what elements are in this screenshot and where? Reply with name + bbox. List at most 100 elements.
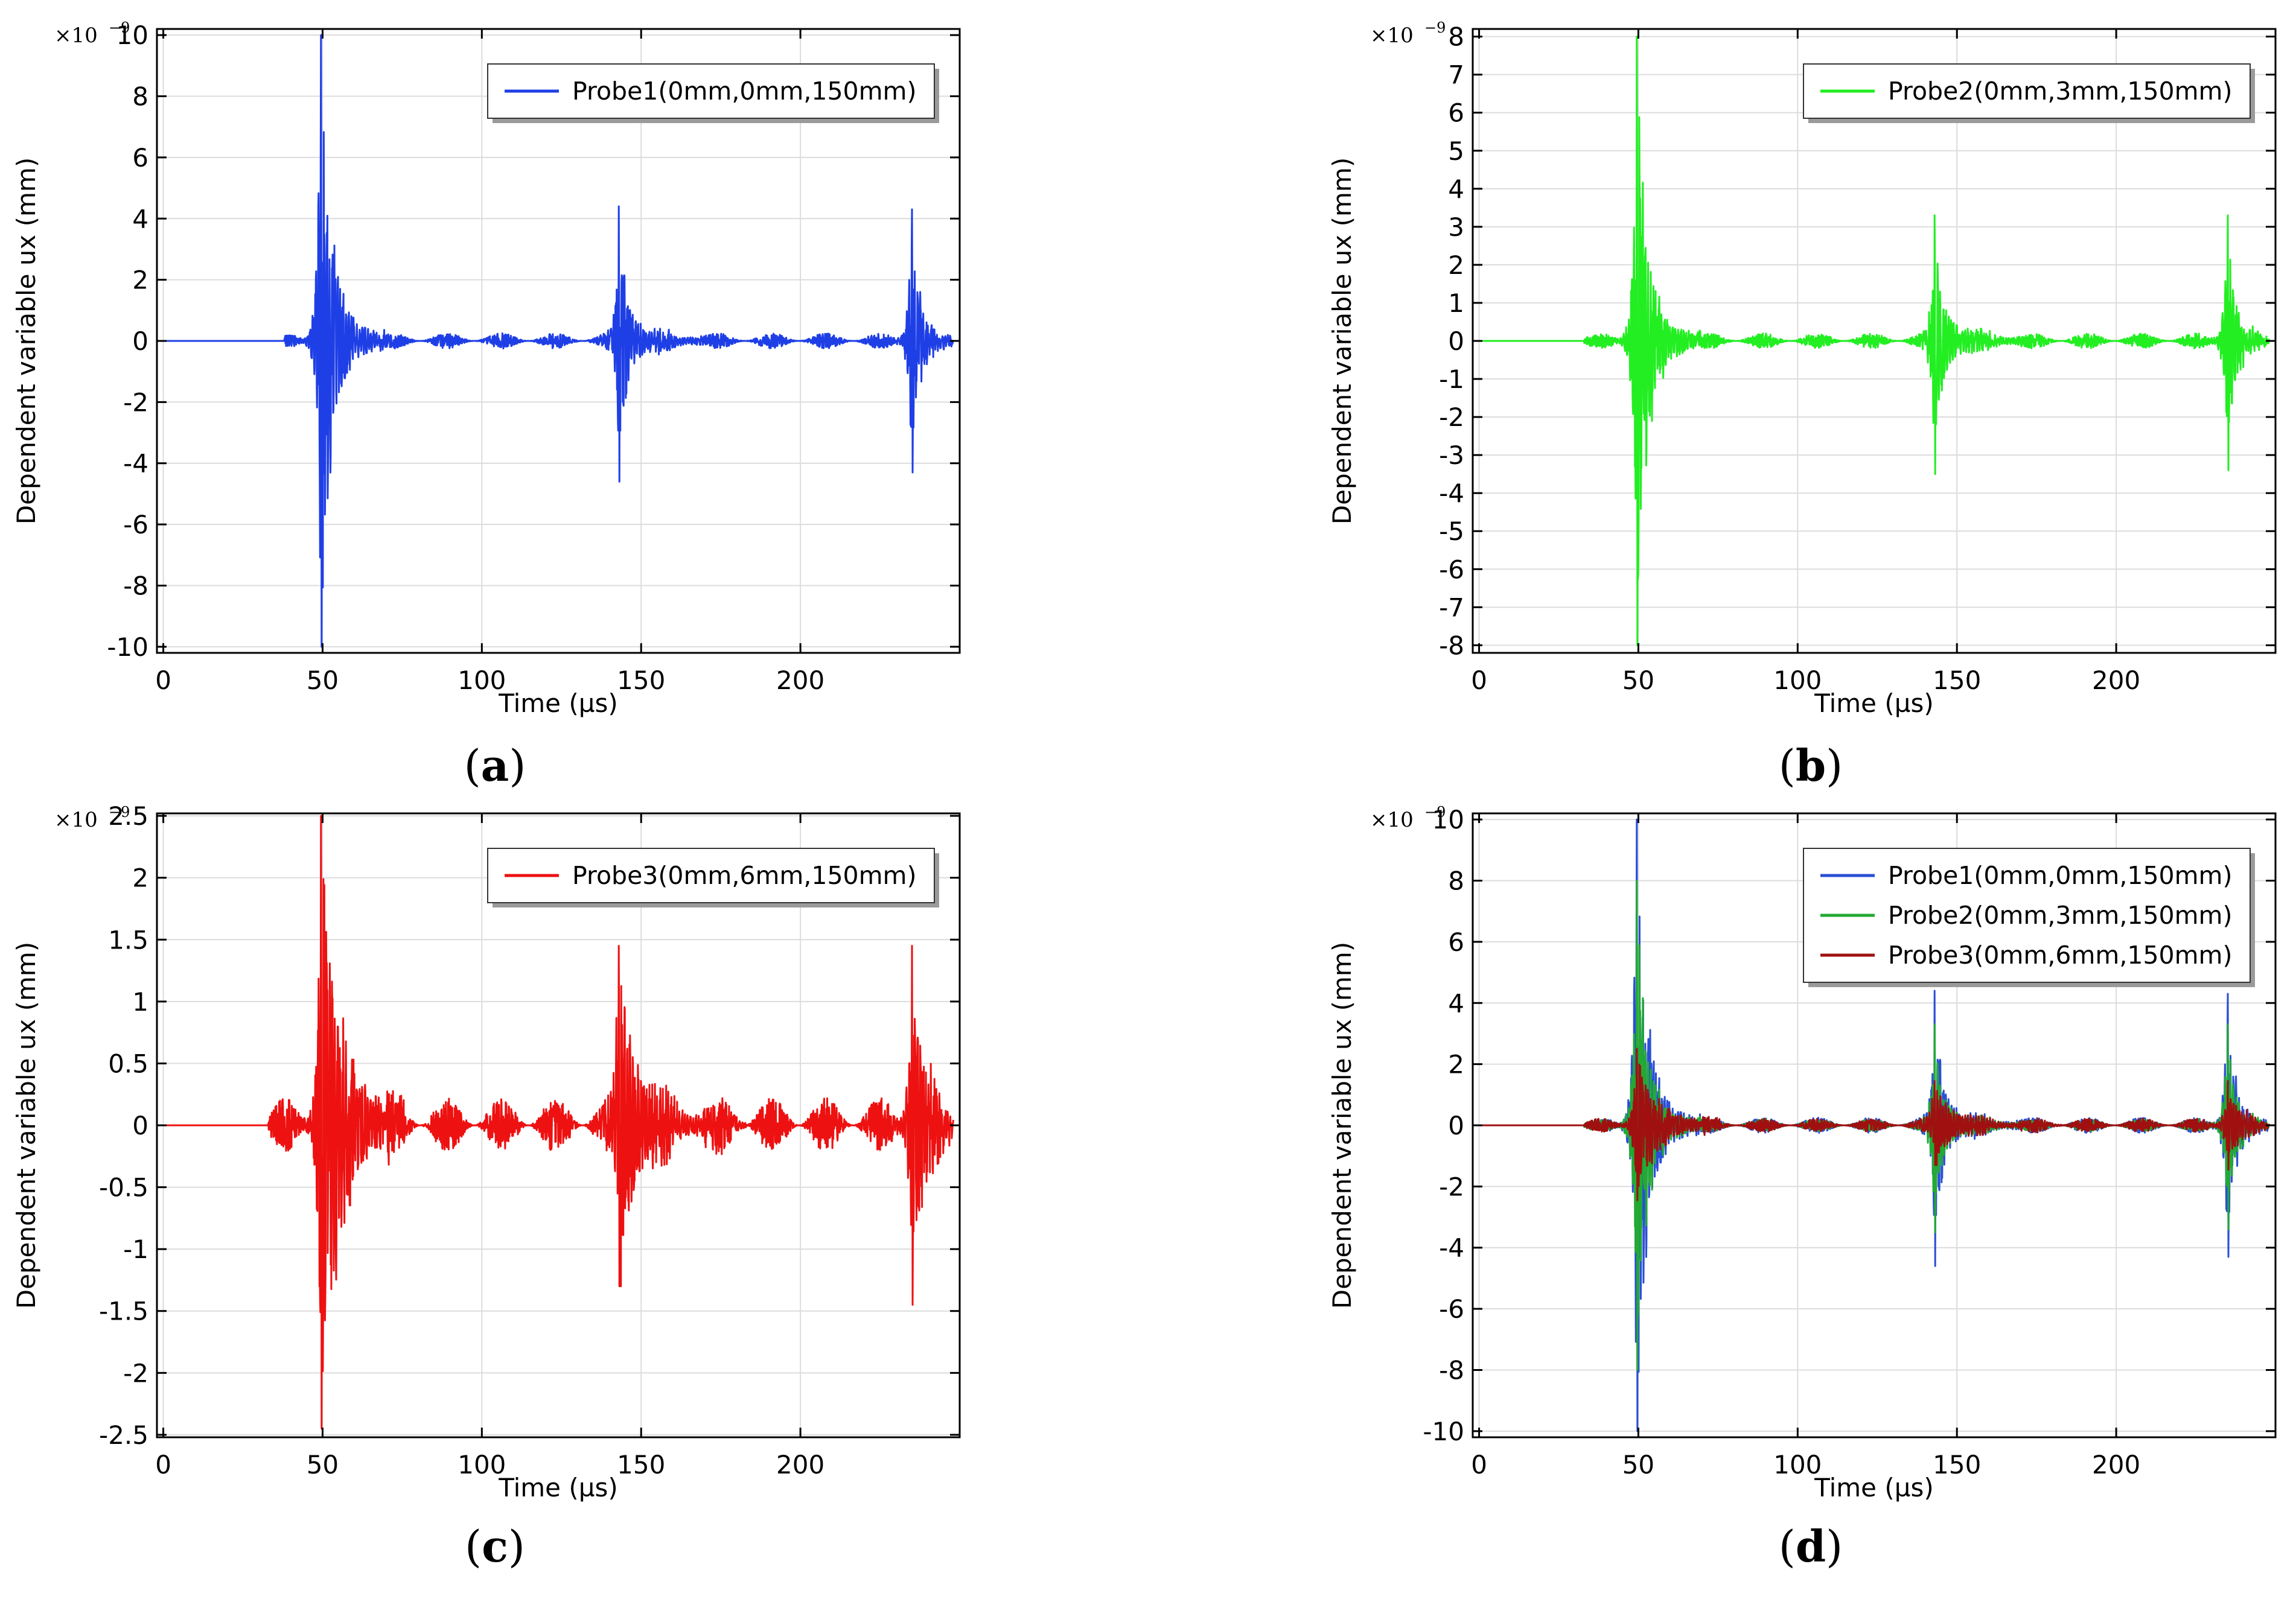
chart-c-x-ticks: 0 50 100 150 200 xyxy=(155,813,824,1480)
caption-c: (c) xyxy=(464,1521,526,1572)
chart-c-ytick-label-1: -2 xyxy=(123,1358,148,1388)
chart-d-y-axis-label: Dependent variable ux (mm) xyxy=(1327,942,1357,1309)
chart-c-y-ticks: -2.5 -2 -1.5 -1 -0.5 0 0.5 1 1.5 2 2.5 xyxy=(99,801,960,1450)
chart-panel-c: 0 50 100 150 200 -2.5 -2 -1.5 -1 -0.5 0 0.5 1 1.5 2 2.5… xyxy=(0,784,1147,1569)
chart-c-y-multiplier-exp: −9 xyxy=(109,804,130,821)
chart-c-svg: 0 50 100 150 200 -2.5 -2 -1.5 -1 -0.5 0 0.5 1 1.5 2 2.5… xyxy=(11,801,961,1502)
chart-d-xtick-label-2: 100 xyxy=(1773,1450,1822,1480)
chart-d-ytick-label-4: -2 xyxy=(1439,1172,1464,1201)
chart-c-ytick-label-8: 1.5 xyxy=(108,925,148,955)
chart-b-xtick-label-2: 100 xyxy=(1773,666,1822,695)
chart-c-ytick-label-0: -2.5 xyxy=(99,1420,148,1450)
chart-d-ytick-label-0: -10 xyxy=(1423,1417,1464,1446)
chart-d-ytick-label-7: 4 xyxy=(1448,988,1464,1018)
chart-b-xtick-label-0: 0 xyxy=(1471,666,1487,695)
chart-c-ytick-label-3: -1 xyxy=(123,1235,148,1264)
chart-d-ytick-label-5: 0 xyxy=(1448,1111,1464,1140)
caption-d-letter: d xyxy=(1795,1521,1826,1572)
chart-b-xtick-label-4: 200 xyxy=(2092,666,2140,695)
chart-c-ytick-label-2: -1.5 xyxy=(99,1297,148,1326)
chart-d-legend-label-1: Probe1(0mm,0mm,150mm) xyxy=(1888,861,2233,890)
chart-a-xtick-label-2: 100 xyxy=(458,666,506,695)
chart-a-ytick-label-3: -4 xyxy=(123,449,148,478)
chart-a-x-axis-label: Time (µs) xyxy=(498,688,618,718)
caption-b-letter: b xyxy=(1795,740,1826,791)
chart-b-ytick-label-9: 1 xyxy=(1448,288,1464,318)
chart-a-ytick-label-2: -6 xyxy=(123,510,148,539)
chart-a-xtick-label-1: 50 xyxy=(307,666,339,695)
chart-c-xtick-label-1: 50 xyxy=(307,1450,339,1480)
chart-d-ytick-label-1: -8 xyxy=(1439,1355,1464,1385)
chart-c-xtick-label-0: 0 xyxy=(155,1450,171,1480)
chart-b-y-multiplier: ×10 xyxy=(1370,24,1414,48)
chart-panel-a: 0 50 100 150 200 -10 -8 -6 -4 -2 0 2 4 6 8 10 ×10 −9 Time … xyxy=(0,0,1147,784)
caption-a-letter: a xyxy=(480,740,509,791)
chart-d-legend-label-2: Probe2(0mm,3mm,150mm) xyxy=(1888,901,2233,930)
chart-d-y-multiplier-exp: −9 xyxy=(1424,804,1446,821)
chart-a-xtick-label-3: 150 xyxy=(617,666,665,695)
chart-b-xtick-label-3: 150 xyxy=(1933,666,1981,695)
chart-c-y-multiplier: ×10 xyxy=(54,808,98,832)
chart-a-ytick-label-5: 0 xyxy=(132,326,148,356)
chart-d-ytick-label-2: -6 xyxy=(1439,1294,1464,1324)
chart-d-series-line-3 xyxy=(1478,1047,2270,1201)
chart-d-y-ticks: -10 -8 -6 -4 -2 0 2 4 6 8 10 xyxy=(1423,805,2275,1446)
chart-b-series-line-1 xyxy=(1478,36,2270,646)
chart-c-ytick-label-6: 0.5 xyxy=(108,1049,148,1078)
chart-b-ytick-label-3: -5 xyxy=(1439,517,1464,546)
chart-b-y-multiplier-exp: −9 xyxy=(1424,19,1446,36)
chart-d-ytick-label-3: -4 xyxy=(1439,1233,1464,1263)
chart-c-xtick-label-4: 200 xyxy=(776,1450,824,1480)
chart-d-ytick-label-6: 2 xyxy=(1448,1050,1464,1079)
chart-d-xtick-label-0: 0 xyxy=(1471,1450,1487,1480)
chart-c-ytick-label-7: 1 xyxy=(132,987,148,1017)
chart-b-ytick-label-6: -2 xyxy=(1439,402,1464,432)
chart-a-y-multiplier-exp: −9 xyxy=(109,19,130,36)
chart-c-xtick-label-3: 150 xyxy=(617,1450,665,1480)
chart-b-ytick-label-7: -1 xyxy=(1439,364,1464,394)
chart-a-series-line-1 xyxy=(162,34,954,648)
chart-panel-b: 0 50 100 150 200 -8 -7 -6 -5 -4 -3 -2 -1 0 1 2 3 4 5 6 7 8 ×10… xyxy=(1316,0,2294,784)
chart-a-ytick-label-9: 8 xyxy=(132,82,148,112)
chart-a-svg: 0 50 100 150 200 -10 -8 -6 -4 -2 0 2 4 6 8 10 ×10 −9 Time … xyxy=(11,19,961,718)
chart-b-ytick-label-1: -7 xyxy=(1439,593,1464,622)
chart-c-ytick-label-5: 0 xyxy=(132,1111,148,1140)
chart-a-xtick-label-4: 200 xyxy=(776,666,824,695)
chart-b-ytick-label-8: 0 xyxy=(1448,326,1464,356)
chart-b-ytick-label-5: -3 xyxy=(1439,440,1464,470)
chart-a-legend-label-1: Probe1(0mm,0mm,150mm) xyxy=(572,77,917,106)
chart-a-ytick-label-0: -10 xyxy=(107,632,148,662)
chart-a-ytick-label-4: -2 xyxy=(123,387,148,417)
chart-b-ytick-label-11: 3 xyxy=(1448,212,1464,242)
chart-b-ytick-label-10: 2 xyxy=(1448,250,1464,280)
chart-d-x-axis-label: Time (µs) xyxy=(1814,1473,1934,1502)
chart-b-svg: 0 50 100 150 200 -8 -7 -6 -5 -4 -3 -2 -1 0 1 2 3 4 5 6 7 8 ×10… xyxy=(1327,19,2277,718)
chart-c-ytick-label-10: 2.5 xyxy=(108,801,148,831)
chart-a-x-ticks: 0 50 100 150 200 xyxy=(155,29,824,695)
chart-c-x-axis-label: Time (µs) xyxy=(498,1473,618,1502)
caption-b: (b) xyxy=(1778,740,1843,791)
chart-d-x-ticks: 0 50 100 150 200 xyxy=(1471,813,2140,1480)
chart-a-ytick-label-7: 4 xyxy=(132,204,148,234)
chart-a-legend: Probe1(0mm,0mm,150mm) xyxy=(487,63,939,123)
chart-d-legend-box xyxy=(1803,848,2251,983)
chart-panel-d: 0 50 100 150 200 -10 -8 -6 -4 -2 0 2 4 6 8 10 ×10 −9 Time … xyxy=(1316,784,2294,1569)
chart-a-xtick-label-0: 0 xyxy=(155,666,171,695)
chart-b-ytick-label-4: -4 xyxy=(1439,478,1464,508)
chart-c-ytick-label-4: -0.5 xyxy=(99,1173,148,1203)
chart-c-legend: Probe3(0mm,6mm,150mm) xyxy=(487,848,939,907)
chart-b-ytick-label-16: 8 xyxy=(1448,22,1464,52)
chart-b-xtick-label-1: 50 xyxy=(1622,666,1654,695)
chart-b-ytick-label-2: -6 xyxy=(1439,555,1464,584)
caption-d: (d) xyxy=(1778,1521,1843,1572)
chart-a-y-ticks: -10 -8 -6 -4 -2 0 2 4 6 8 10 xyxy=(107,21,960,662)
chart-b-ytick-label-13: 5 xyxy=(1448,136,1464,166)
chart-a-ytick-label-8: 6 xyxy=(132,143,148,173)
chart-c-y-axis-label: Dependent variable ux (mm) xyxy=(11,942,41,1309)
chart-b-legend-box xyxy=(1803,63,2251,119)
chart-b-legend-label-1: Probe2(0mm,3mm,150mm) xyxy=(1888,77,2233,106)
chart-a-ytick-label-10: 10 xyxy=(116,21,148,50)
chart-b-y-ticks: -8 -7 -6 -5 -4 -3 -2 -1 0 1 2 3 4 5 6 7 8 xyxy=(1439,22,2275,660)
chart-a-ytick-label-1: -8 xyxy=(123,571,148,600)
chart-b-x-axis-label: Time (µs) xyxy=(1814,688,1934,718)
